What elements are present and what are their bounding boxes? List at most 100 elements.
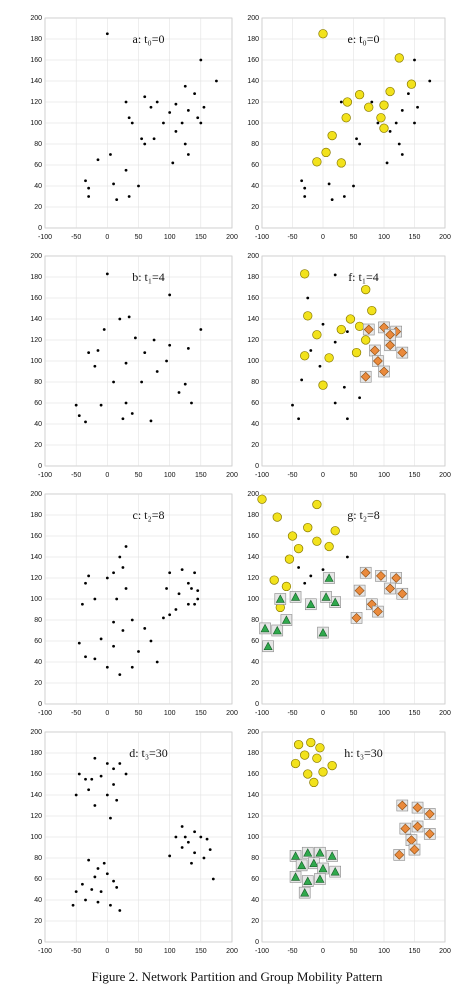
marker <box>351 612 362 623</box>
x-tick-label: -50 <box>287 710 297 717</box>
x-tick-label: 50 <box>135 948 143 955</box>
point <box>199 58 203 62</box>
y-tick-label: 140 <box>30 316 42 323</box>
point <box>390 572 403 584</box>
y-tick-label: 80 <box>34 379 42 386</box>
point <box>130 121 134 125</box>
x-tick-label: -50 <box>71 234 81 241</box>
point <box>342 195 346 198</box>
y-tick-label: 100 <box>247 358 259 365</box>
point <box>127 116 131 120</box>
point <box>330 526 340 536</box>
point <box>186 602 190 606</box>
point <box>408 843 421 856</box>
point <box>137 650 140 653</box>
x-tick-label: 0 <box>105 472 109 479</box>
x-tick-label: 0 <box>105 710 109 717</box>
point <box>140 137 144 141</box>
y-tick-label: 80 <box>34 141 42 148</box>
point <box>84 179 87 183</box>
x-tick-label: 100 <box>164 472 176 479</box>
y-tick-label: 20 <box>34 680 42 687</box>
point <box>369 344 381 357</box>
point <box>133 336 137 340</box>
point <box>180 846 184 849</box>
point <box>308 857 320 870</box>
y-tick-label: 180 <box>30 36 42 43</box>
point <box>318 364 322 368</box>
point <box>300 750 310 760</box>
point <box>423 828 436 840</box>
point <box>291 403 294 407</box>
point <box>183 835 187 839</box>
point <box>109 153 112 156</box>
panel: 0 20 40 60 80 100 120 140 160 180 200 -100 -50 0 50 100… <box>247 729 451 955</box>
y-tick-label: 100 <box>247 120 259 127</box>
point <box>112 380 115 384</box>
point <box>112 182 115 186</box>
x-tick-label: 50 <box>350 472 358 479</box>
y-tick-label: 100 <box>30 358 42 365</box>
point <box>358 142 361 146</box>
point <box>149 105 153 109</box>
x-tick-label: 150 <box>409 948 421 955</box>
x-tick-label: -100 <box>255 234 269 241</box>
marker <box>360 371 371 382</box>
y-tick-label: 200 <box>247 15 259 22</box>
x-tick-label: -50 <box>71 948 81 955</box>
y-tick-label: 0 <box>38 939 42 946</box>
point <box>143 142 147 146</box>
marker <box>306 599 316 609</box>
panel: 0 20 40 60 80 100 120 140 160 180 200 -100 -50 0 50 100… <box>247 253 451 479</box>
point <box>96 900 100 904</box>
point <box>346 417 349 421</box>
point <box>202 856 206 860</box>
point <box>413 58 416 62</box>
y-tick-label: 120 <box>247 575 259 582</box>
y-tick-label: 140 <box>247 792 259 799</box>
marker <box>424 808 435 819</box>
point <box>318 380 328 390</box>
x-tick-label: -100 <box>38 472 52 479</box>
point <box>96 349 100 352</box>
point <box>384 328 396 341</box>
x-tick-label: 150 <box>409 472 421 479</box>
point <box>324 353 334 363</box>
point <box>180 121 184 125</box>
point <box>105 762 109 765</box>
point <box>271 624 284 637</box>
y-tick-label: 100 <box>30 596 42 603</box>
point <box>118 909 122 912</box>
y-tick-label: 80 <box>34 617 42 624</box>
point <box>298 886 311 899</box>
point <box>306 296 310 300</box>
point <box>112 644 115 648</box>
point <box>84 898 87 902</box>
point <box>289 591 302 603</box>
point <box>165 587 168 590</box>
point <box>183 382 187 386</box>
x-tick-label: 0 <box>321 948 325 955</box>
point <box>118 762 122 765</box>
x-tick-label: 200 <box>226 234 238 241</box>
point <box>423 808 436 820</box>
point <box>127 315 131 319</box>
x-tick-label: 100 <box>378 948 390 955</box>
point <box>407 92 410 95</box>
point <box>303 311 313 321</box>
marker <box>318 627 328 637</box>
point <box>149 639 153 643</box>
marker <box>260 623 270 633</box>
point <box>318 29 328 39</box>
point <box>140 380 144 384</box>
point <box>118 317 122 321</box>
point <box>284 554 295 564</box>
y-tick-label: 80 <box>34 855 42 862</box>
point <box>372 605 384 618</box>
y-tick-label: 80 <box>251 855 259 862</box>
point <box>315 743 325 753</box>
point <box>115 798 119 802</box>
point <box>84 581 87 585</box>
chart-title: b: t₁=4 <box>132 270 165 284</box>
point <box>384 339 396 352</box>
